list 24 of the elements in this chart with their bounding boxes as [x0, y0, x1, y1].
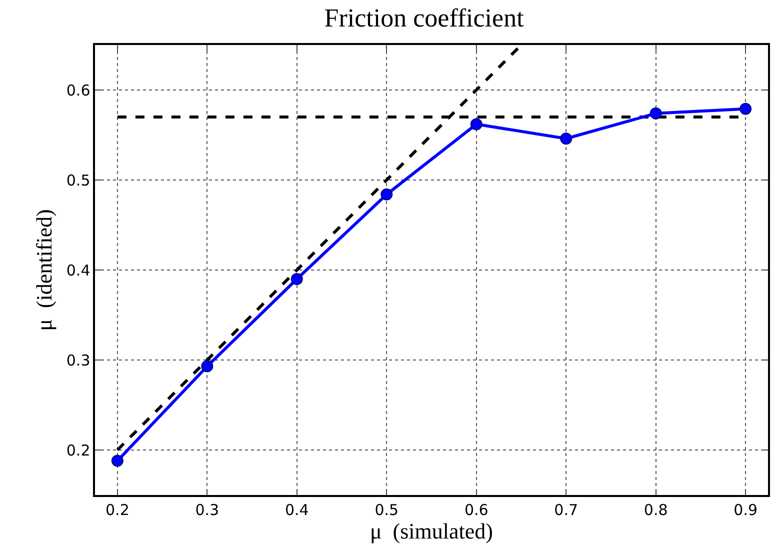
- x-tick-label: 0.7: [554, 500, 578, 519]
- x-tick-label: 0.8: [644, 500, 668, 519]
- x-tick-label: 0.9: [734, 500, 758, 519]
- x-tick-label: 0.4: [284, 500, 309, 519]
- x-tick-label: 0.5: [374, 500, 399, 519]
- point: [650, 107, 662, 120]
- y-tick-label: 0.2: [66, 441, 90, 460]
- x-tick-label: 0.2: [106, 500, 130, 519]
- y-axis-title: μ (identified): [32, 209, 57, 331]
- x-axis-title: μ (simulated): [370, 518, 493, 544]
- point: [290, 273, 303, 285]
- x-tick-label: 0.3: [195, 500, 220, 519]
- point: [740, 102, 752, 115]
- y-tick-label: 0.5: [66, 171, 90, 190]
- point: [470, 118, 482, 130]
- y-tick-label: 0.3: [66, 351, 90, 370]
- point: [111, 454, 124, 467]
- point: [380, 188, 393, 200]
- y-tick-label: 0.4: [66, 261, 90, 280]
- point: [560, 132, 572, 145]
- chart-title: Friction coefficient: [324, 4, 525, 33]
- point: [201, 360, 214, 372]
- y-tick-label: 0.6: [66, 81, 90, 100]
- x-tick-label: 0.6: [464, 500, 488, 519]
